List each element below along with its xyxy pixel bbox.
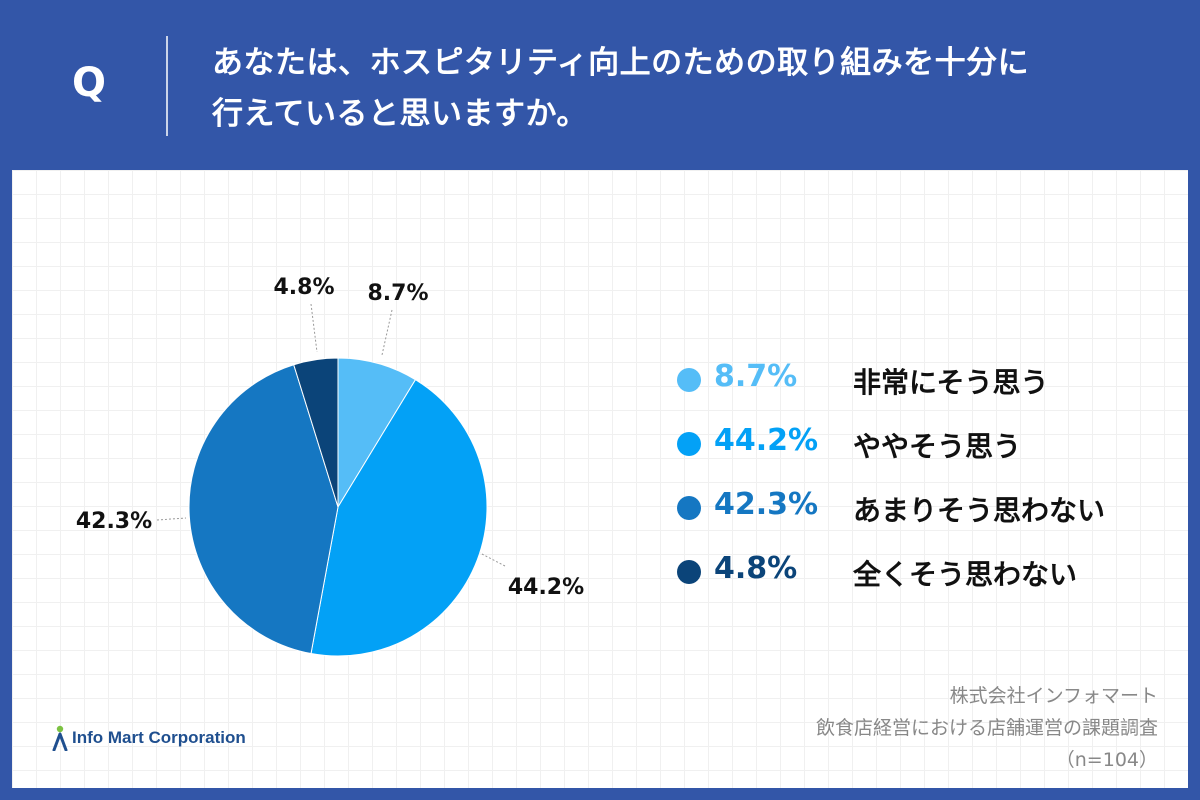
- legend-pct-3: 4.8%: [714, 551, 798, 586]
- legend-dot-0: [677, 368, 701, 392]
- legend-dot-2: [677, 496, 701, 520]
- chart-panel: 8.7% 44.2% 42.3% 4.8% 8.7% 非常にそう思う 44.2% やや…: [12, 170, 1188, 788]
- legend-pct-1: 44.2%: [714, 423, 819, 458]
- leader-line-2: [156, 517, 187, 521]
- slice-label-1: 44.2%: [508, 575, 584, 600]
- pie-slice-3: [293, 357, 339, 508]
- slice-label-2: 42.3%: [76, 509, 152, 534]
- legend-pct-0: 8.7%: [714, 359, 798, 394]
- question-header: Q あなたは、ホスピタリティ向上のための取り組みを十分に 行えていると思いますか…: [0, 0, 1200, 170]
- slice-label-3: 4.8%: [273, 275, 334, 300]
- source-note: 株式会社インフォマート 飲食店経営における店舗運営の課題調査 （n=104）: [816, 680, 1158, 776]
- pie-slice-2: [188, 364, 339, 655]
- slice-label-0: 8.7%: [367, 281, 428, 306]
- question-label: Q: [72, 60, 107, 106]
- info-mart-logo-icon: [52, 725, 68, 751]
- pie-slice-1: [310, 379, 488, 657]
- legend-label-1: ややそう思う: [853, 430, 1022, 463]
- legend-dot-1: [677, 432, 701, 456]
- legend-label-2: あまりそう思わない: [853, 494, 1106, 527]
- legend-dot-3: [677, 560, 701, 584]
- header-divider: [166, 36, 168, 136]
- question-line-2: 行えていると思いますか。: [212, 96, 588, 132]
- legend-item: 42.3% あまりそう思わない: [677, 483, 1177, 547]
- pie-slice-0: [337, 357, 417, 509]
- logo-text: Info Mart Corporation: [72, 728, 246, 747]
- legend-item: 4.8% 全くそう思わない: [677, 547, 1177, 611]
- source-company: 株式会社インフォマート: [949, 685, 1158, 707]
- leader-line-1: [479, 552, 506, 567]
- legend-label-3: 全くそう思わない: [853, 558, 1078, 591]
- leader-line-3: [310, 303, 318, 353]
- legend-label-0: 非常にそう思う: [853, 366, 1049, 399]
- legend: 8.7% 非常にそう思う 44.2% ややそう思う 42.3% あまりそう思わな…: [677, 355, 1177, 611]
- source-survey: 飲食店経営における店舗運営の課題調査: [815, 717, 1158, 739]
- legend-item: 44.2% ややそう思う: [677, 419, 1177, 483]
- pie-chart: 8.7% 44.2% 42.3% 4.8%: [76, 275, 584, 657]
- leader-line-0: [381, 309, 393, 356]
- company-logo: Info Mart Corporation: [52, 725, 246, 751]
- question-text: あなたは、ホスピタリティ向上のための取り組みを十分に 行えていると思いますか。: [212, 38, 1172, 140]
- legend-pct-2: 42.3%: [714, 487, 819, 522]
- source-sample: （n=104）: [1055, 749, 1158, 771]
- legend-item: 8.7% 非常にそう思う: [677, 355, 1177, 419]
- question-line-1: あなたは、ホスピタリティ向上のための取り組みを十分に: [212, 45, 1030, 81]
